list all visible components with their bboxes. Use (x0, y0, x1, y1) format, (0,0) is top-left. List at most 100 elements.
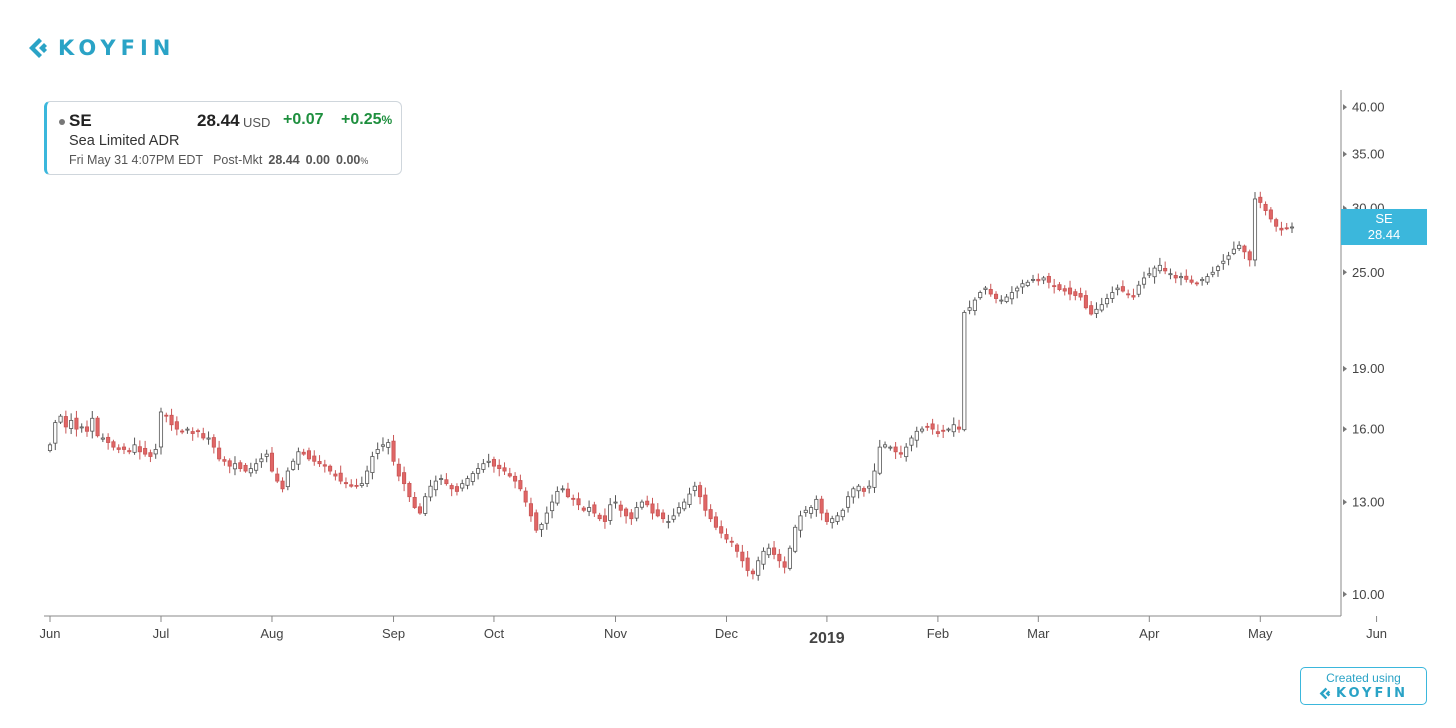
candle (70, 413, 73, 434)
candle-body (905, 447, 908, 457)
candle-body (714, 517, 717, 527)
candle-body (202, 434, 205, 438)
candle (656, 503, 659, 517)
candle-body (365, 471, 368, 483)
candle-body (64, 416, 67, 426)
x-tick-label: Sep (382, 626, 405, 641)
candle (297, 448, 300, 470)
candle (556, 486, 559, 505)
candle (328, 465, 331, 475)
candle-body (334, 474, 337, 476)
candle (931, 419, 934, 435)
candle (392, 435, 395, 466)
y-tick: 16.00 (1343, 422, 1385, 437)
candle (878, 440, 881, 475)
candle (1275, 218, 1278, 232)
candle (619, 501, 622, 517)
candle (186, 427, 189, 434)
candle-body (772, 548, 775, 555)
candle (360, 477, 363, 488)
candle (593, 502, 596, 517)
candle-body (91, 418, 94, 431)
candle (323, 460, 326, 473)
candle-body (96, 418, 99, 436)
candle-body (1275, 220, 1278, 227)
candle-body (841, 510, 844, 516)
candle (1211, 267, 1214, 278)
candle-body (313, 456, 316, 461)
candle-body (926, 426, 929, 427)
candle-body (492, 459, 495, 466)
candle (165, 413, 168, 423)
candle-body (48, 445, 51, 451)
candle-body (281, 481, 284, 489)
candle-body (894, 447, 897, 452)
last-price-badge: SE 28.44 (1341, 209, 1427, 245)
candle-body (825, 513, 828, 521)
candle (397, 458, 400, 481)
candle (1031, 275, 1034, 283)
candle (180, 429, 183, 434)
candle (344, 477, 347, 488)
candle-body (556, 491, 559, 503)
candle (291, 459, 294, 471)
candle (794, 525, 797, 553)
candle-body (217, 448, 220, 459)
candle-body (344, 483, 347, 484)
candle (751, 569, 754, 580)
candle (1079, 288, 1082, 301)
candle-body (862, 488, 865, 491)
candle (804, 506, 807, 517)
candle (757, 557, 760, 581)
candle (1068, 281, 1071, 301)
candle-body (984, 288, 987, 289)
candle-body (640, 502, 643, 507)
candle-body (1132, 296, 1135, 297)
y-tick: 35.00 (1343, 147, 1385, 162)
candle (831, 516, 834, 529)
candle-body (519, 481, 522, 489)
candle-body (688, 494, 691, 504)
candle (133, 438, 136, 455)
candle-body (424, 497, 427, 514)
candle-body (291, 461, 294, 469)
created-using-koyfin-badge[interactable]: Created using KOYFIN (1300, 667, 1427, 705)
candle-body (1111, 293, 1114, 299)
candle (577, 492, 580, 510)
candle (1206, 273, 1209, 284)
candle (365, 466, 368, 487)
candle (905, 443, 908, 462)
candle (603, 508, 606, 528)
y-tick-label: 13.00 (1352, 495, 1385, 510)
candle-body (1000, 300, 1003, 301)
candle (254, 459, 257, 474)
candle (487, 454, 490, 467)
candle-body (59, 416, 62, 422)
candle-body (154, 449, 157, 453)
candle (646, 496, 649, 508)
candle (202, 428, 205, 440)
candle (920, 426, 923, 433)
x-tick: Dec (715, 616, 739, 641)
candle-body (1185, 276, 1188, 279)
candle-body (846, 497, 849, 508)
candle-body (212, 438, 215, 448)
candle (302, 449, 305, 456)
candle (1238, 241, 1241, 251)
candle (228, 458, 231, 473)
candle (566, 483, 569, 498)
y-tick: 19.00 (1343, 361, 1385, 376)
candle (1127, 290, 1130, 299)
candle (709, 504, 712, 522)
candle (492, 457, 495, 473)
candle (661, 509, 664, 522)
candle (1132, 289, 1135, 300)
candle-body (920, 429, 923, 431)
candle (1090, 301, 1093, 316)
x-tick: Jul (153, 616, 170, 641)
candle (698, 482, 701, 504)
x-tick-label: Apr (1139, 626, 1160, 641)
candle (276, 468, 279, 483)
candle-body (138, 447, 141, 452)
